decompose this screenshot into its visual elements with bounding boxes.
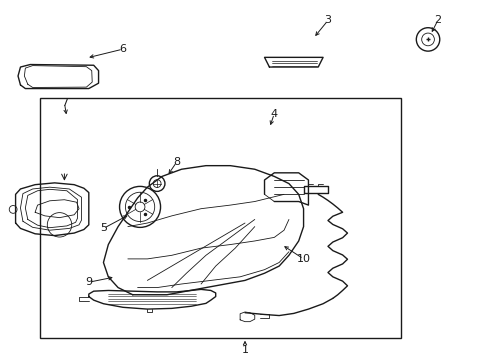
Text: 1: 1 xyxy=(242,345,248,355)
Text: 10: 10 xyxy=(296,254,311,264)
Text: 5: 5 xyxy=(100,224,107,233)
Text: 9: 9 xyxy=(85,277,93,287)
Bar xyxy=(40,98,401,338)
Text: 3: 3 xyxy=(324,15,331,26)
Text: 4: 4 xyxy=(270,109,278,119)
Text: 6: 6 xyxy=(120,44,126,54)
Text: 7: 7 xyxy=(61,98,68,108)
Text: 8: 8 xyxy=(173,157,180,167)
Text: 2: 2 xyxy=(434,15,441,26)
